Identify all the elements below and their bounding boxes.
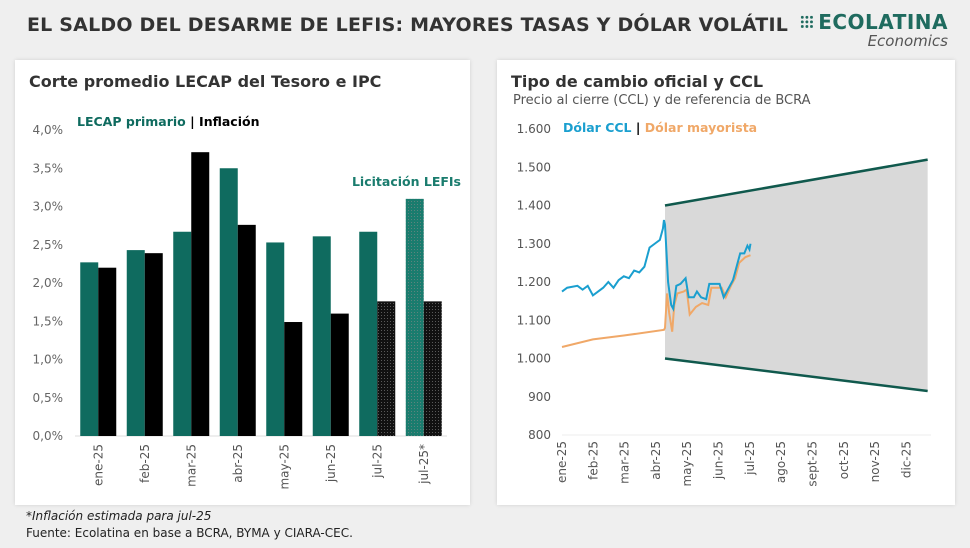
x-tick-label: jun-25	[324, 444, 338, 483]
x-tick-label: nov-25	[868, 441, 882, 482]
bar-inflation	[237, 224, 256, 436]
bar-lecap	[126, 250, 145, 436]
bar-inflation	[98, 267, 117, 436]
y-tick-label: 3,0%	[33, 200, 64, 214]
y-tick-label: 1,0%	[33, 353, 64, 367]
y-tick-label: 1.200	[517, 275, 551, 289]
x-tick-label: sept-25	[805, 441, 819, 487]
source: Fuente: Ecolatina en base a BCRA, BYMA y…	[26, 526, 353, 540]
band-area	[665, 159, 928, 392]
logo: ECOLATINA Economics	[800, 10, 948, 50]
y-tick-label: 1.400	[517, 199, 551, 213]
x-tick-label: abr-25	[231, 444, 245, 483]
legend: Dólar CCL | Dólar mayorista	[563, 120, 757, 135]
y-tick-label: 1.500	[517, 160, 551, 174]
x-tick-label: mar-25	[618, 441, 632, 484]
x-tick-label: jul-25	[370, 444, 384, 479]
y-tick-label: 2,5%	[33, 238, 64, 252]
logo-sub: Economics	[867, 32, 948, 50]
x-tick-label: ene-25	[555, 441, 569, 483]
x-tick-label: jun-25	[712, 441, 726, 480]
band-upper-line	[664, 158, 928, 207]
bar-lecap	[219, 168, 238, 436]
legend-inflation: Inflación	[199, 114, 259, 129]
annotation-licitacion: Licitación LEFIs	[352, 174, 461, 189]
y-tick-label: 800	[528, 428, 551, 442]
bar-lecap	[405, 198, 424, 436]
y-tick-label: 0,0%	[33, 429, 64, 443]
legend-ccl: Dólar CCL	[563, 120, 632, 135]
bar-inflation	[330, 313, 349, 436]
bar-inflation	[377, 301, 396, 436]
x-tick-label: ene-25	[91, 444, 105, 486]
bar-lecap	[80, 262, 99, 436]
y-tick-label: 2,0%	[33, 276, 64, 290]
line-chart-panel: Tipo de cambio oficial y CCL Precio al c…	[497, 60, 955, 505]
legend-lecap: LECAP primario	[77, 114, 186, 129]
x-tick-label: jul-25	[743, 441, 757, 476]
y-tick-label: 1.100	[517, 313, 551, 327]
y-tick-label: 900	[528, 390, 551, 404]
bar-inflation	[423, 301, 442, 436]
bar-chart-panel: Corte promedio LECAP del Tesoro e IPC 0,…	[15, 60, 470, 505]
logo-dots-icon	[800, 15, 815, 29]
band-lower-line	[664, 357, 928, 393]
bar-lecap	[173, 231, 192, 436]
bar-inflation	[144, 253, 163, 436]
line-chart: 800 900 1.000 1.100 1.200 1.300 1.400 1.500 1.60…	[517, 120, 931, 487]
x-tick-label: mar-25	[184, 444, 198, 487]
bar-chart-title: Corte promedio LECAP del Tesoro e IPC	[29, 72, 382, 91]
y-tick-label: 1.300	[517, 237, 551, 251]
y-tick-label: 1.000	[517, 352, 551, 366]
bar-lecap	[266, 242, 285, 436]
x-tick-label: feb-25	[138, 444, 152, 483]
y-tick-label: 1.600	[517, 122, 551, 136]
bar-chart: 0,0% 0,5% 1,0% 1,5% 2,0% 2,5% 3,0% 3,5% 4,0% ene-…	[33, 114, 462, 490]
x-tick-label: oct-25	[837, 441, 851, 479]
line-chart-subtitle: Precio al cierre (CCL) y de referencia d…	[513, 93, 811, 108]
bar-lecap	[312, 236, 331, 436]
x-tick-label: abr-25	[649, 441, 663, 480]
y-tick-label: 0,5%	[33, 391, 64, 405]
x-tick-label: may-25	[277, 444, 291, 490]
bar-inflation	[284, 322, 303, 436]
y-tick-label: 3,5%	[33, 161, 64, 175]
bar-inflation	[191, 152, 210, 436]
y-tick-label: 1,5%	[33, 314, 64, 328]
legend: LECAP primario | Inflación	[77, 114, 259, 129]
logo-brand: ECOLATINA	[818, 10, 948, 34]
page-title: EL SALDO DEL DESARME DE LEFIS: MAYORES T…	[27, 14, 789, 36]
x-tick-label: feb-25	[586, 441, 600, 480]
y-tick-label: 4,0%	[33, 123, 64, 137]
line-chart-title: Tipo de cambio oficial y CCL	[511, 72, 764, 91]
series-ccl	[561, 219, 752, 312]
bar-lecap	[359, 231, 378, 436]
x-tick-label: ago-25	[774, 441, 788, 483]
x-tick-label: jul-25*	[417, 444, 431, 485]
x-tick-label: dic-25	[899, 441, 913, 478]
footnote: *Inflación estimada para jul-25	[26, 509, 212, 523]
legend-mayorista: Dólar mayorista	[645, 120, 757, 135]
x-tick-label: may-25	[680, 441, 694, 487]
